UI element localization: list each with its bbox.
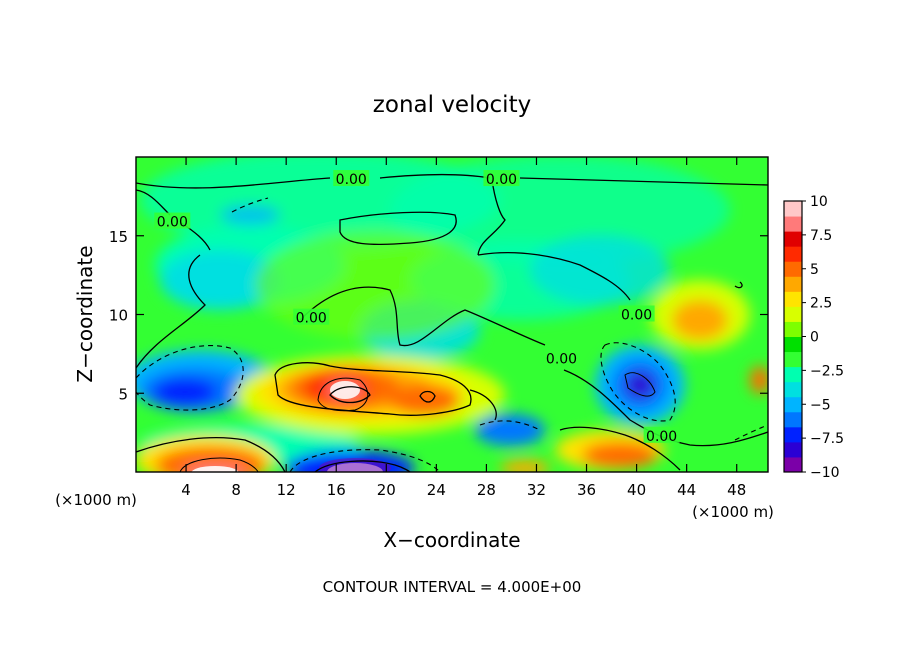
colorbar-swatch (784, 456, 802, 473)
contour-label: 0.00 (546, 352, 577, 368)
strong-contour-lines (179, 372, 656, 472)
contour-label: 0.00 (621, 308, 652, 324)
colorbar (783, 200, 803, 473)
x-tick-label: 40 (627, 481, 646, 499)
x-tick-label: 16 (327, 481, 346, 499)
contour-label-bg (154, 212, 191, 229)
colorbar-tick-label: −7.5 (810, 431, 844, 447)
contour-label-bg (543, 349, 580, 366)
colorbar-swatch (784, 231, 802, 247)
x-tick-label: 24 (427, 481, 446, 499)
contour-label-bg (618, 305, 655, 322)
colorbar-ticks: 10 7.5 5 2.5 0 −2.5 −5 −7.5 −10 (802, 194, 844, 481)
colorbar-swatch (784, 441, 802, 458)
colorbar-swatch (784, 306, 802, 322)
colorbar-swatch (784, 276, 802, 292)
colorbar-swatch (784, 261, 802, 277)
colorbar-swatch (784, 216, 802, 232)
colorbar-swatch (784, 366, 802, 383)
chart-title: zonal velocity (373, 92, 531, 118)
colorbar-swatch (784, 336, 802, 353)
colorbar-tick-label: 5 (810, 262, 819, 278)
x-axis-ticks: 4 8 12 16 20 24 28 32 36 40 44 48 (181, 157, 746, 499)
colorbar-swatch (784, 351, 802, 368)
contour-label-bg (483, 170, 520, 187)
contour-labels: 0.00 0.00 0.00 0.00 0.00 0.00 0.00 (154, 170, 680, 445)
x-tick-label: 36 (577, 481, 596, 499)
colorbar-swatch (784, 246, 802, 262)
colorbar-tick-label: −2.5 (810, 363, 844, 379)
y-tick-label: 5 (118, 385, 128, 403)
colorbar-tick-label: −10 (810, 465, 840, 481)
contour-label: 0.00 (486, 172, 517, 188)
velocity-field (136, 157, 768, 472)
contour-label-bg (643, 426, 680, 443)
colorbar-tick-label: −5 (810, 397, 831, 413)
y-tick-label: 15 (109, 228, 128, 246)
y-tick-label: 10 (109, 307, 128, 325)
colorbar-swatch (784, 291, 802, 307)
x-tick-label: 8 (231, 481, 241, 499)
x-tick-label: 4 (181, 481, 191, 499)
colorbar-tick-label: 10 (810, 194, 828, 210)
contour-label: 0.00 (646, 429, 677, 445)
x-tick-label: 44 (677, 481, 696, 499)
x-axis-label: X−coordinate (383, 528, 520, 552)
contour-label-bg (293, 308, 330, 325)
colorbar-swatch (784, 201, 802, 217)
x-tick-label: 28 (477, 481, 496, 499)
x-tick-label: 12 (277, 481, 296, 499)
colorbar-tick-label: 7.5 (810, 228, 832, 244)
negative-contour-lines (136, 197, 768, 472)
contour-label: 0.00 (157, 215, 188, 231)
x-unit-label-right: (×1000 m) (692, 503, 774, 521)
colorbar-swatch (784, 411, 802, 428)
colorbar-tick-label: 2.5 (810, 296, 832, 312)
colorbar-swatch (784, 381, 802, 398)
x-unit-label-left: (×1000 m) (55, 491, 137, 509)
contour-label-bg (333, 170, 370, 187)
colorbar-swatch (784, 396, 802, 413)
x-tick-label: 32 (527, 481, 546, 499)
contour-interval-note: CONTOUR INTERVAL = 4.000E+00 (323, 578, 582, 596)
x-tick-label: 48 (727, 481, 746, 499)
contour-label: 0.00 (296, 311, 327, 327)
x-tick-label: 20 (377, 481, 396, 499)
colorbar-swatch (784, 426, 802, 443)
colorbar-swatch (784, 321, 802, 337)
y-axis-label: Z−coordinate (73, 245, 97, 382)
y-axis-ticks: 5 10 15 (109, 228, 768, 403)
colorbar-tick-label: 0 (810, 330, 819, 346)
contour-label: 0.00 (336, 172, 367, 188)
